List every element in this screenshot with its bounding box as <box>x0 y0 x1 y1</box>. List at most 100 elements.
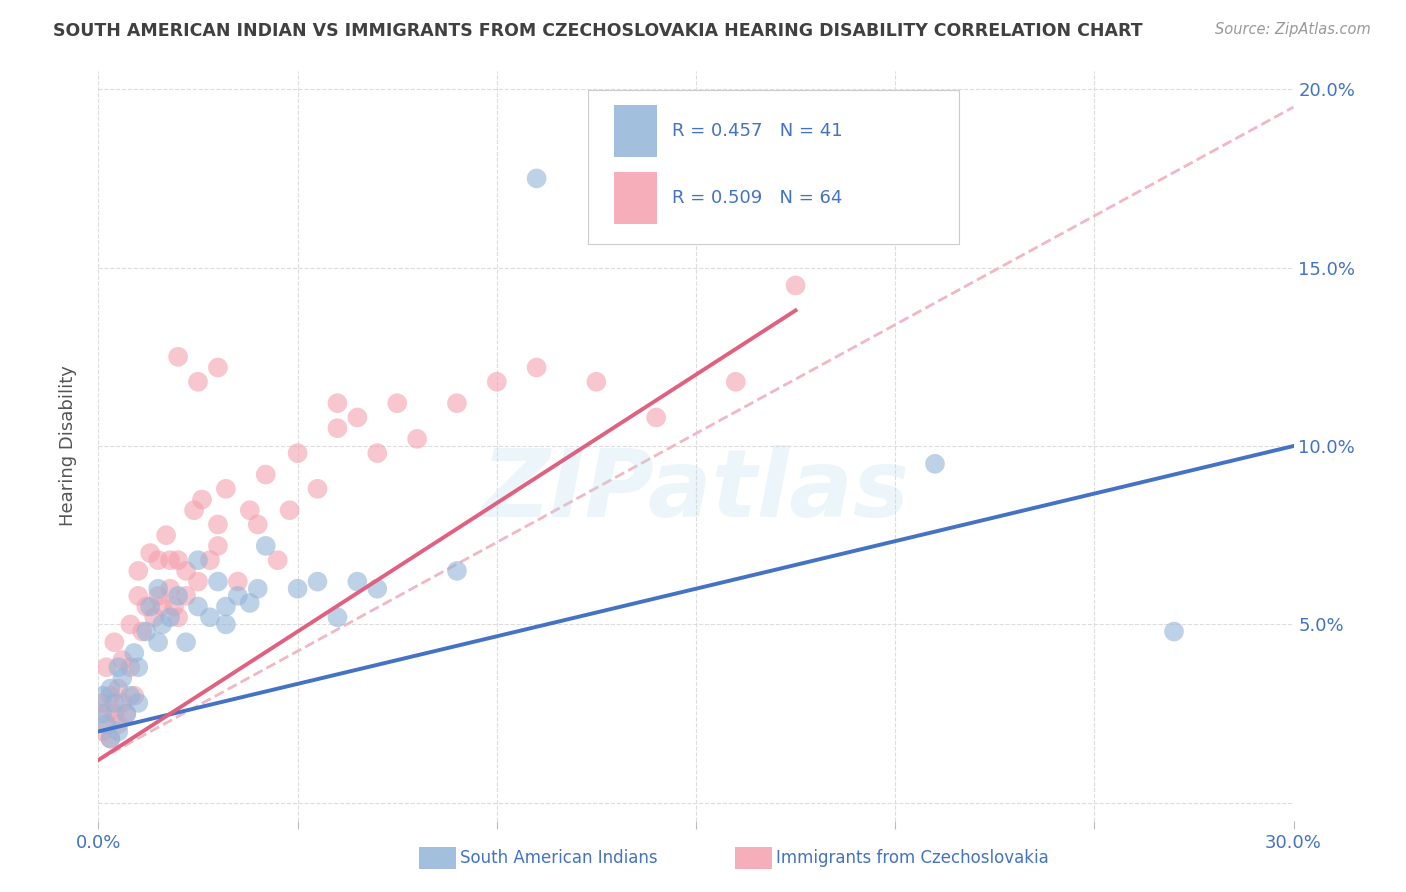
Point <box>267 553 290 567</box>
Point <box>326 610 349 624</box>
Point <box>98 681 122 696</box>
Point <box>174 564 197 578</box>
Point <box>254 539 277 553</box>
Point <box>246 517 269 532</box>
Point <box>191 492 214 507</box>
Point <box>207 517 229 532</box>
Point <box>215 599 238 614</box>
Point <box>159 610 181 624</box>
Point <box>187 553 209 567</box>
Point <box>385 396 409 410</box>
Point <box>131 624 153 639</box>
Point <box>239 596 262 610</box>
Point <box>91 696 114 710</box>
Text: R = 0.509   N = 64: R = 0.509 N = 64 <box>672 189 842 207</box>
Point <box>446 564 468 578</box>
Point <box>1163 624 1185 639</box>
Point <box>187 375 209 389</box>
Point <box>139 599 162 614</box>
Point <box>120 617 142 632</box>
Point <box>215 617 238 632</box>
Point <box>167 589 190 603</box>
Point <box>159 582 181 596</box>
Point <box>585 375 607 389</box>
Point <box>98 689 122 703</box>
Point <box>115 706 138 721</box>
Point <box>115 706 138 721</box>
Point <box>107 660 129 674</box>
Point <box>526 171 548 186</box>
Point <box>127 589 149 603</box>
Point <box>307 482 329 496</box>
Point <box>226 574 249 589</box>
Point <box>98 731 122 746</box>
Point <box>239 503 262 517</box>
Point <box>307 574 329 589</box>
Point <box>107 681 129 696</box>
Point <box>207 574 229 589</box>
Point <box>724 375 747 389</box>
Y-axis label: Hearing Disability: Hearing Disability <box>59 366 77 526</box>
Point <box>135 624 157 639</box>
Text: ZIPatlas: ZIPatlas <box>482 445 910 537</box>
Point <box>103 635 125 649</box>
Point <box>198 553 221 567</box>
FancyBboxPatch shape <box>613 105 657 157</box>
Point <box>278 503 301 517</box>
Text: South American Indians: South American Indians <box>460 849 658 867</box>
Point <box>91 724 114 739</box>
Point <box>167 350 190 364</box>
Point <box>167 553 190 567</box>
Point <box>143 610 166 624</box>
Point <box>150 617 173 632</box>
Point <box>246 582 269 596</box>
Point <box>98 731 122 746</box>
Point <box>183 503 205 517</box>
Point <box>785 278 807 293</box>
Point <box>148 553 170 567</box>
Point <box>924 457 946 471</box>
Point <box>485 375 508 389</box>
Point <box>107 717 129 731</box>
Text: Source: ZipAtlas.com: Source: ZipAtlas.com <box>1215 22 1371 37</box>
Point <box>91 706 114 721</box>
Point <box>139 546 162 560</box>
Point <box>120 660 142 674</box>
Point <box>366 446 388 460</box>
Point <box>127 696 149 710</box>
Point <box>103 706 125 721</box>
Point <box>124 689 146 703</box>
Point <box>198 610 221 624</box>
Point <box>127 564 149 578</box>
Point <box>148 589 170 603</box>
Point <box>207 360 229 375</box>
Point <box>111 696 134 710</box>
Point <box>103 696 125 710</box>
Point <box>167 610 190 624</box>
Point <box>111 653 134 667</box>
Point <box>526 360 548 375</box>
Point <box>187 574 209 589</box>
Point <box>163 599 186 614</box>
Point <box>96 717 118 731</box>
Point <box>287 582 309 596</box>
Text: Immigrants from Czechoslovakia: Immigrants from Czechoslovakia <box>776 849 1049 867</box>
Point <box>326 421 349 435</box>
Text: R = 0.457   N = 41: R = 0.457 N = 41 <box>672 122 842 140</box>
Point <box>174 635 197 649</box>
Point <box>215 482 238 496</box>
Point <box>111 671 134 685</box>
Point <box>226 589 249 603</box>
FancyBboxPatch shape <box>613 172 657 224</box>
Point <box>159 553 181 567</box>
Point <box>446 396 468 410</box>
Point <box>287 446 309 460</box>
Point <box>148 635 170 649</box>
Point <box>107 724 129 739</box>
Point <box>127 660 149 674</box>
FancyBboxPatch shape <box>589 90 959 244</box>
Point <box>346 574 368 589</box>
Point <box>254 467 277 482</box>
Point <box>366 582 388 596</box>
Text: SOUTH AMERICAN INDIAN VS IMMIGRANTS FROM CZECHOSLOVAKIA HEARING DISABILITY CORRE: SOUTH AMERICAN INDIAN VS IMMIGRANTS FROM… <box>53 22 1143 40</box>
